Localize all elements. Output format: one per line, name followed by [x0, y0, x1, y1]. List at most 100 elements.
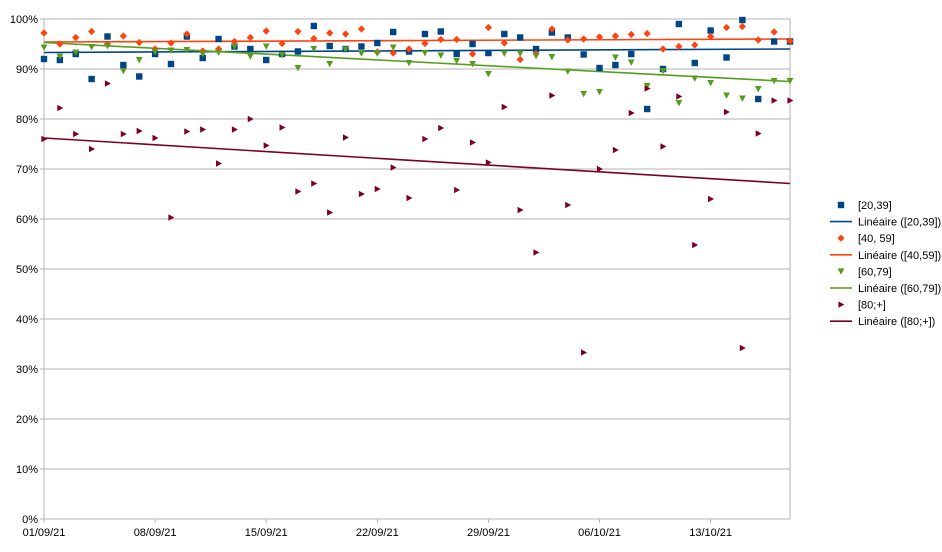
y-tick-label: 100% — [10, 14, 38, 26]
data-point — [278, 39, 286, 48]
data-point — [72, 49, 80, 56]
data-point — [500, 50, 508, 57]
data-point — [41, 135, 48, 143]
data-point — [104, 43, 111, 50]
data-point — [453, 50, 460, 58]
data-point — [580, 51, 587, 58]
data-point — [167, 60, 175, 68]
data-point — [310, 46, 318, 53]
legend-label: [80;+] — [858, 300, 886, 312]
x-tick-label: 08/09/21 — [134, 527, 177, 539]
data-point — [516, 50, 524, 57]
data-point — [40, 55, 48, 63]
data-point — [167, 39, 175, 47]
legend: [20,39] Linéaire ([20,39]) [40, 59] Linéair… — [830, 200, 941, 328]
data-point — [184, 128, 191, 135]
data-point — [104, 33, 111, 40]
data-point — [692, 241, 699, 249]
data-point — [548, 25, 556, 33]
data-point — [374, 185, 381, 193]
data-point — [135, 57, 143, 64]
data-point — [691, 41, 699, 49]
legend-label: Linéaire ([20,39]) — [858, 217, 941, 229]
data-point — [675, 100, 683, 107]
data-point — [72, 33, 80, 42]
data-point — [199, 54, 206, 62]
data-point — [40, 29, 48, 37]
data-point — [294, 48, 302, 55]
data-point — [373, 50, 381, 57]
data-point — [88, 75, 95, 83]
data-point — [612, 61, 619, 69]
data-point — [708, 195, 715, 203]
data-point — [469, 40, 476, 48]
data-point — [532, 53, 540, 60]
data-point — [262, 43, 270, 50]
data-point — [739, 344, 746, 352]
data-point — [611, 32, 620, 40]
x-tick-label: 22/09/21 — [356, 527, 399, 539]
data-point — [421, 30, 429, 38]
data-point — [73, 130, 80, 138]
data-point — [676, 93, 683, 100]
data-point — [247, 115, 254, 123]
y-tick-label: 10% — [16, 464, 38, 476]
data-point — [755, 130, 762, 137]
y-tick-label: 60% — [16, 214, 38, 226]
data-point — [739, 16, 746, 24]
data-point — [56, 53, 64, 60]
data-point — [659, 45, 667, 53]
data-point — [754, 36, 762, 44]
data-point — [389, 44, 397, 51]
data-point — [358, 43, 365, 50]
y-tick-label: 80% — [16, 114, 38, 126]
x-tick-label: 29/09/21 — [467, 527, 510, 539]
data-point — [152, 134, 159, 142]
data-point — [564, 36, 572, 44]
data-point — [326, 61, 334, 68]
data-point — [501, 103, 508, 111]
data-point — [215, 49, 222, 56]
data-point — [581, 349, 588, 356]
data-point — [135, 38, 143, 47]
trendline — [43, 41, 791, 83]
data-point — [453, 58, 461, 65]
data-point — [723, 108, 730, 116]
data-point — [549, 92, 556, 99]
data-point — [770, 38, 778, 45]
data-point — [437, 52, 445, 59]
data-point — [327, 209, 334, 216]
data-point — [596, 165, 603, 173]
data-point — [246, 53, 254, 60]
data-point — [469, 139, 476, 146]
data-point — [723, 54, 730, 61]
data-point — [548, 54, 556, 61]
data-point — [771, 97, 778, 104]
data-point — [770, 28, 778, 36]
data-point — [516, 55, 524, 64]
data-point — [643, 105, 651, 113]
data-point — [89, 145, 96, 153]
data-point — [422, 135, 429, 143]
data-point — [295, 188, 302, 195]
data-point — [786, 37, 794, 45]
x-tick-label: 06/10/21 — [578, 527, 621, 539]
data-point — [787, 97, 794, 104]
data-point — [294, 65, 302, 72]
data-point — [722, 23, 731, 32]
data-point — [660, 143, 667, 150]
data-point — [738, 22, 746, 31]
data-point — [707, 27, 714, 34]
data-point — [262, 27, 270, 35]
legend-label: Linéaire ([40,59]) — [858, 250, 941, 262]
data-point — [421, 50, 429, 57]
data-point — [786, 78, 794, 85]
data-point — [564, 68, 572, 75]
data-point — [183, 30, 191, 38]
data-point — [263, 56, 270, 64]
data-point — [389, 49, 397, 57]
data-point — [516, 34, 524, 41]
data-point — [485, 159, 492, 166]
data-point — [565, 201, 572, 209]
data-point — [770, 78, 778, 85]
